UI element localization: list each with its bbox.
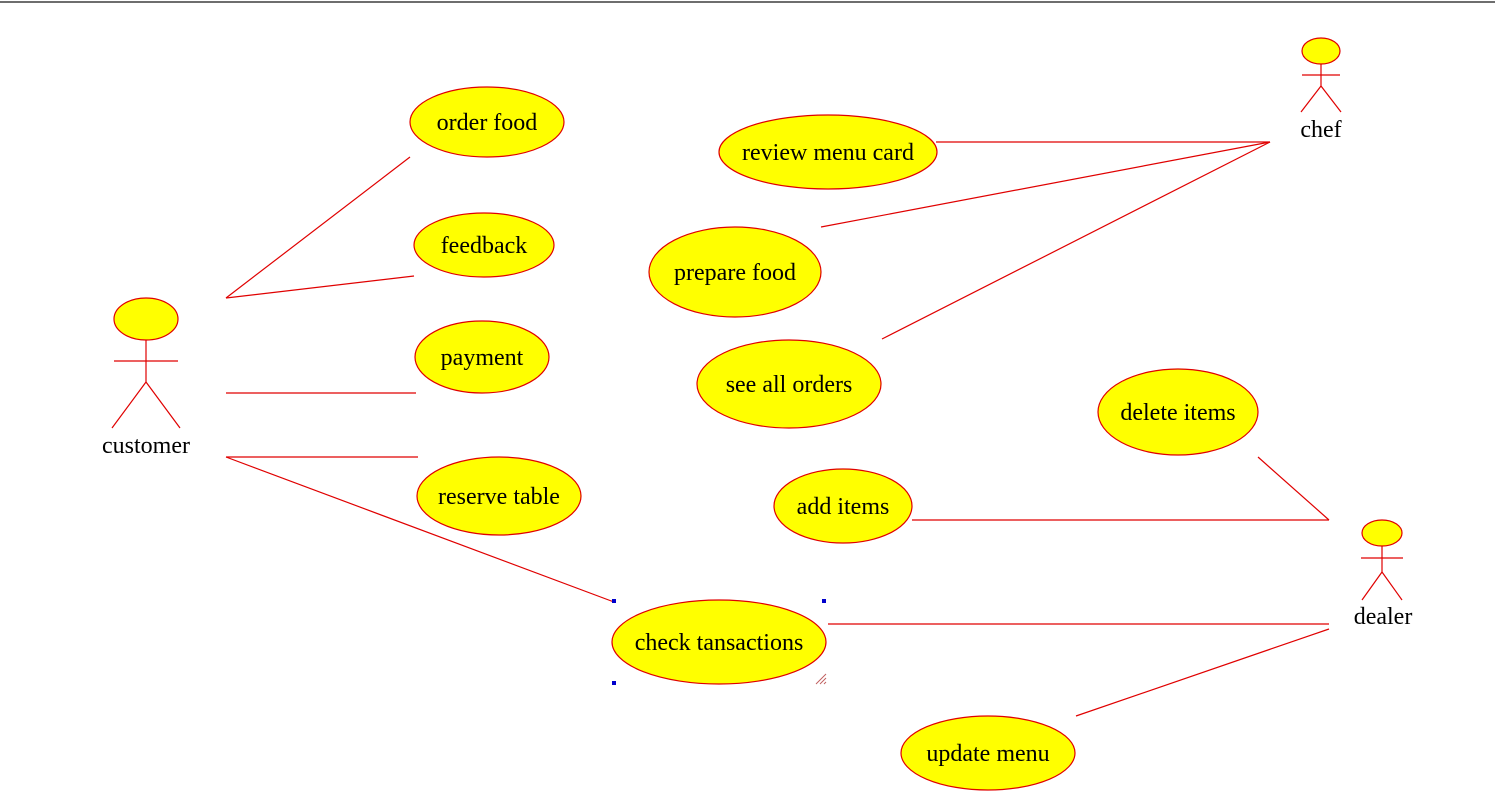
use-case-feedback[interactable]: feedback xyxy=(413,212,555,278)
selection-handles[interactable] xyxy=(612,599,826,685)
actor-chef-body xyxy=(1300,64,1342,113)
assoc-dealer-update-menu[interactable] xyxy=(1075,628,1330,717)
assoc-customer-order-food[interactable] xyxy=(225,156,411,299)
actor-customer[interactable]: customer xyxy=(102,297,190,459)
actor-customer-body xyxy=(111,340,181,429)
use-case-see-all-orders-label: see all orders xyxy=(726,372,853,398)
use-case-update-menu-label: update menu xyxy=(926,741,1049,767)
use-case-order-food[interactable]: order food xyxy=(409,86,565,158)
use-case-delete-items[interactable]: delete items xyxy=(1097,368,1259,456)
use-case-see-all-orders[interactable]: see all orders xyxy=(696,339,882,429)
actor-customer-label: customer xyxy=(102,433,190,459)
selection-handle-top-left[interactable] xyxy=(612,599,616,603)
actor-chef-label: chef xyxy=(1300,117,1341,143)
use-case-update-menu[interactable]: update menu xyxy=(900,715,1076,791)
use-case-check-transactions[interactable]: check tansactions xyxy=(611,599,827,685)
actor-dealer[interactable]: dealer xyxy=(1354,519,1413,630)
use-case-add-items[interactable]: add items xyxy=(773,468,913,544)
actor-chef[interactable]: chef xyxy=(1300,37,1342,143)
use-case-review-menu-card[interactable]: review menu card xyxy=(718,114,938,190)
actor-dealer-head xyxy=(1361,519,1403,547)
actor-customer-head xyxy=(113,297,179,341)
selection-handle-bottom-left[interactable] xyxy=(612,681,616,685)
use-case-review-menu-card-label: review menu card xyxy=(742,140,914,166)
use-case-order-food-label: order food xyxy=(437,110,538,136)
actor-dealer-label: dealer xyxy=(1354,604,1413,630)
assoc-chef-prepare-food[interactable] xyxy=(820,141,1271,228)
actor-dealer-body xyxy=(1361,546,1403,601)
assoc-dealer-delete-items[interactable] xyxy=(1257,456,1330,521)
top-rule xyxy=(0,0,1495,3)
actor-chef-head xyxy=(1301,37,1341,65)
use-case-check-transactions-label: check tansactions xyxy=(635,630,804,656)
selection-handle-top-right[interactable] xyxy=(822,599,826,603)
assoc-chef-see-all-orders[interactable] xyxy=(881,141,1271,340)
use-case-prepare-food-label: prepare food xyxy=(674,260,796,286)
associations xyxy=(225,141,1330,717)
use-case-payment[interactable]: payment xyxy=(414,320,550,394)
use-case-payment-label: payment xyxy=(441,345,524,371)
use-case-feedback-label: feedback xyxy=(441,233,528,259)
use-case-add-items-label: add items xyxy=(797,494,890,520)
use-case-reserve-table-label: reserve table xyxy=(438,484,560,510)
use-case-prepare-food[interactable]: prepare food xyxy=(648,226,822,318)
resize-grip-icon[interactable] xyxy=(815,673,827,685)
assoc-customer-feedback[interactable] xyxy=(225,275,415,299)
use-case-reserve-table[interactable]: reserve table xyxy=(416,456,582,536)
use-case-delete-items-label: delete items xyxy=(1120,400,1235,426)
assoc-customer-check-transactions[interactable] xyxy=(225,456,615,603)
